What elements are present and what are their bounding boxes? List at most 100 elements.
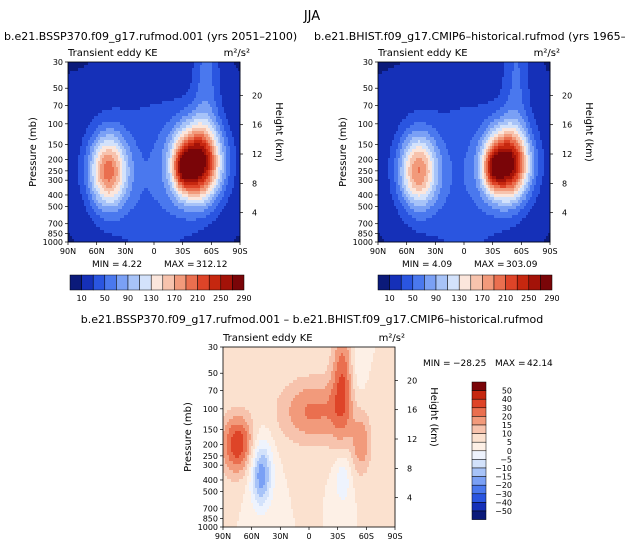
field-cell: [110, 149, 113, 153]
field-cell: [190, 194, 193, 198]
field-cell: [130, 170, 133, 174]
field-cell: [136, 104, 139, 108]
field-cell: [94, 158, 97, 162]
field-cell: [194, 122, 197, 126]
field-cell: [196, 158, 199, 162]
field-cell: [216, 71, 219, 75]
field-cell: [156, 116, 159, 120]
field-cell: [128, 101, 131, 105]
field-cell: [178, 113, 181, 117]
field-cell: [226, 122, 229, 126]
field-cell: [208, 86, 211, 90]
field-cell: [186, 221, 189, 225]
field-cell: [130, 152, 133, 156]
field-cell: [140, 128, 143, 132]
field-cell: [202, 215, 205, 219]
field-cell: [100, 71, 103, 75]
field-cell: [154, 98, 157, 102]
field-cell: [154, 146, 157, 150]
field-cell: [76, 236, 79, 240]
field-cell: [68, 161, 71, 165]
field-cell: [190, 143, 193, 147]
field-cell: [84, 98, 87, 102]
field-cell: [186, 98, 189, 102]
field-cell: [102, 113, 105, 117]
field-cell: [130, 212, 133, 216]
field-cell: [68, 131, 71, 135]
field-cell: [176, 140, 179, 144]
field-cell: [100, 131, 103, 135]
field-cell: [212, 77, 215, 81]
field-cell: [160, 194, 163, 198]
field-cell: [126, 143, 129, 147]
field-cell: [214, 152, 217, 156]
field-cell: [172, 92, 175, 96]
field-cell: [222, 179, 225, 183]
field-cell: [104, 158, 107, 162]
field-cell: [124, 83, 127, 87]
field-cell: [160, 131, 163, 135]
field-cell: [68, 149, 71, 153]
field-cell: [146, 218, 149, 222]
field-cell: [108, 83, 111, 87]
field-cell: [156, 149, 159, 153]
field-cell: [94, 218, 97, 222]
field-cell: [116, 233, 119, 237]
field-cell: [118, 137, 121, 141]
field-cell: [176, 119, 179, 123]
field-cell: [206, 224, 209, 228]
field-cell: [124, 185, 127, 189]
field-cell: [228, 122, 231, 126]
field-cell: [204, 107, 207, 111]
field-cell: [140, 131, 143, 135]
field-cell: [152, 104, 155, 108]
field-cell: [172, 179, 175, 183]
field-cell: [180, 206, 183, 210]
field-cell: [194, 155, 197, 159]
field-cell: [114, 194, 117, 198]
field-cell: [194, 233, 197, 237]
field-cell: [232, 206, 235, 210]
field-cell: [222, 176, 225, 180]
field-cell: [68, 206, 71, 210]
field-cell: [174, 62, 177, 66]
field-cell: [76, 98, 79, 102]
field-cell: [200, 152, 203, 156]
field-cell: [78, 182, 81, 186]
field-cell: [234, 134, 237, 138]
field-cell: [150, 140, 153, 144]
field-cell: [144, 101, 147, 105]
field-cell: [238, 209, 241, 213]
field-cell: [208, 161, 211, 165]
field-cell: [106, 131, 109, 135]
field-cell: [188, 194, 191, 198]
field-cell: [112, 227, 115, 231]
field-cell: [182, 206, 185, 210]
field-cell: [210, 161, 213, 165]
field-cell: [214, 116, 217, 120]
field-cell: [166, 122, 169, 126]
field-cell: [166, 65, 169, 69]
field-cell: [182, 173, 185, 177]
field-cell: [236, 74, 239, 78]
field-cell: [158, 227, 161, 231]
field-cell: [114, 155, 117, 159]
field-cell: [106, 158, 109, 162]
field-cell: [118, 230, 121, 234]
field-cell: [148, 188, 151, 192]
field-cell: [182, 149, 185, 153]
field-cell: [96, 191, 99, 195]
field-cell: [220, 131, 223, 135]
field-cell: [230, 209, 233, 213]
field-cell: [106, 104, 109, 108]
field-cell: [190, 158, 193, 162]
field-cell: [144, 212, 147, 216]
field-cell: [234, 110, 237, 114]
field-cell: [122, 149, 125, 153]
field-cell: [166, 134, 169, 138]
field-cell: [234, 209, 237, 213]
field-cell: [144, 110, 147, 114]
field-cell: [204, 80, 207, 84]
field-cell: [190, 161, 193, 165]
field-cell: [120, 209, 123, 213]
